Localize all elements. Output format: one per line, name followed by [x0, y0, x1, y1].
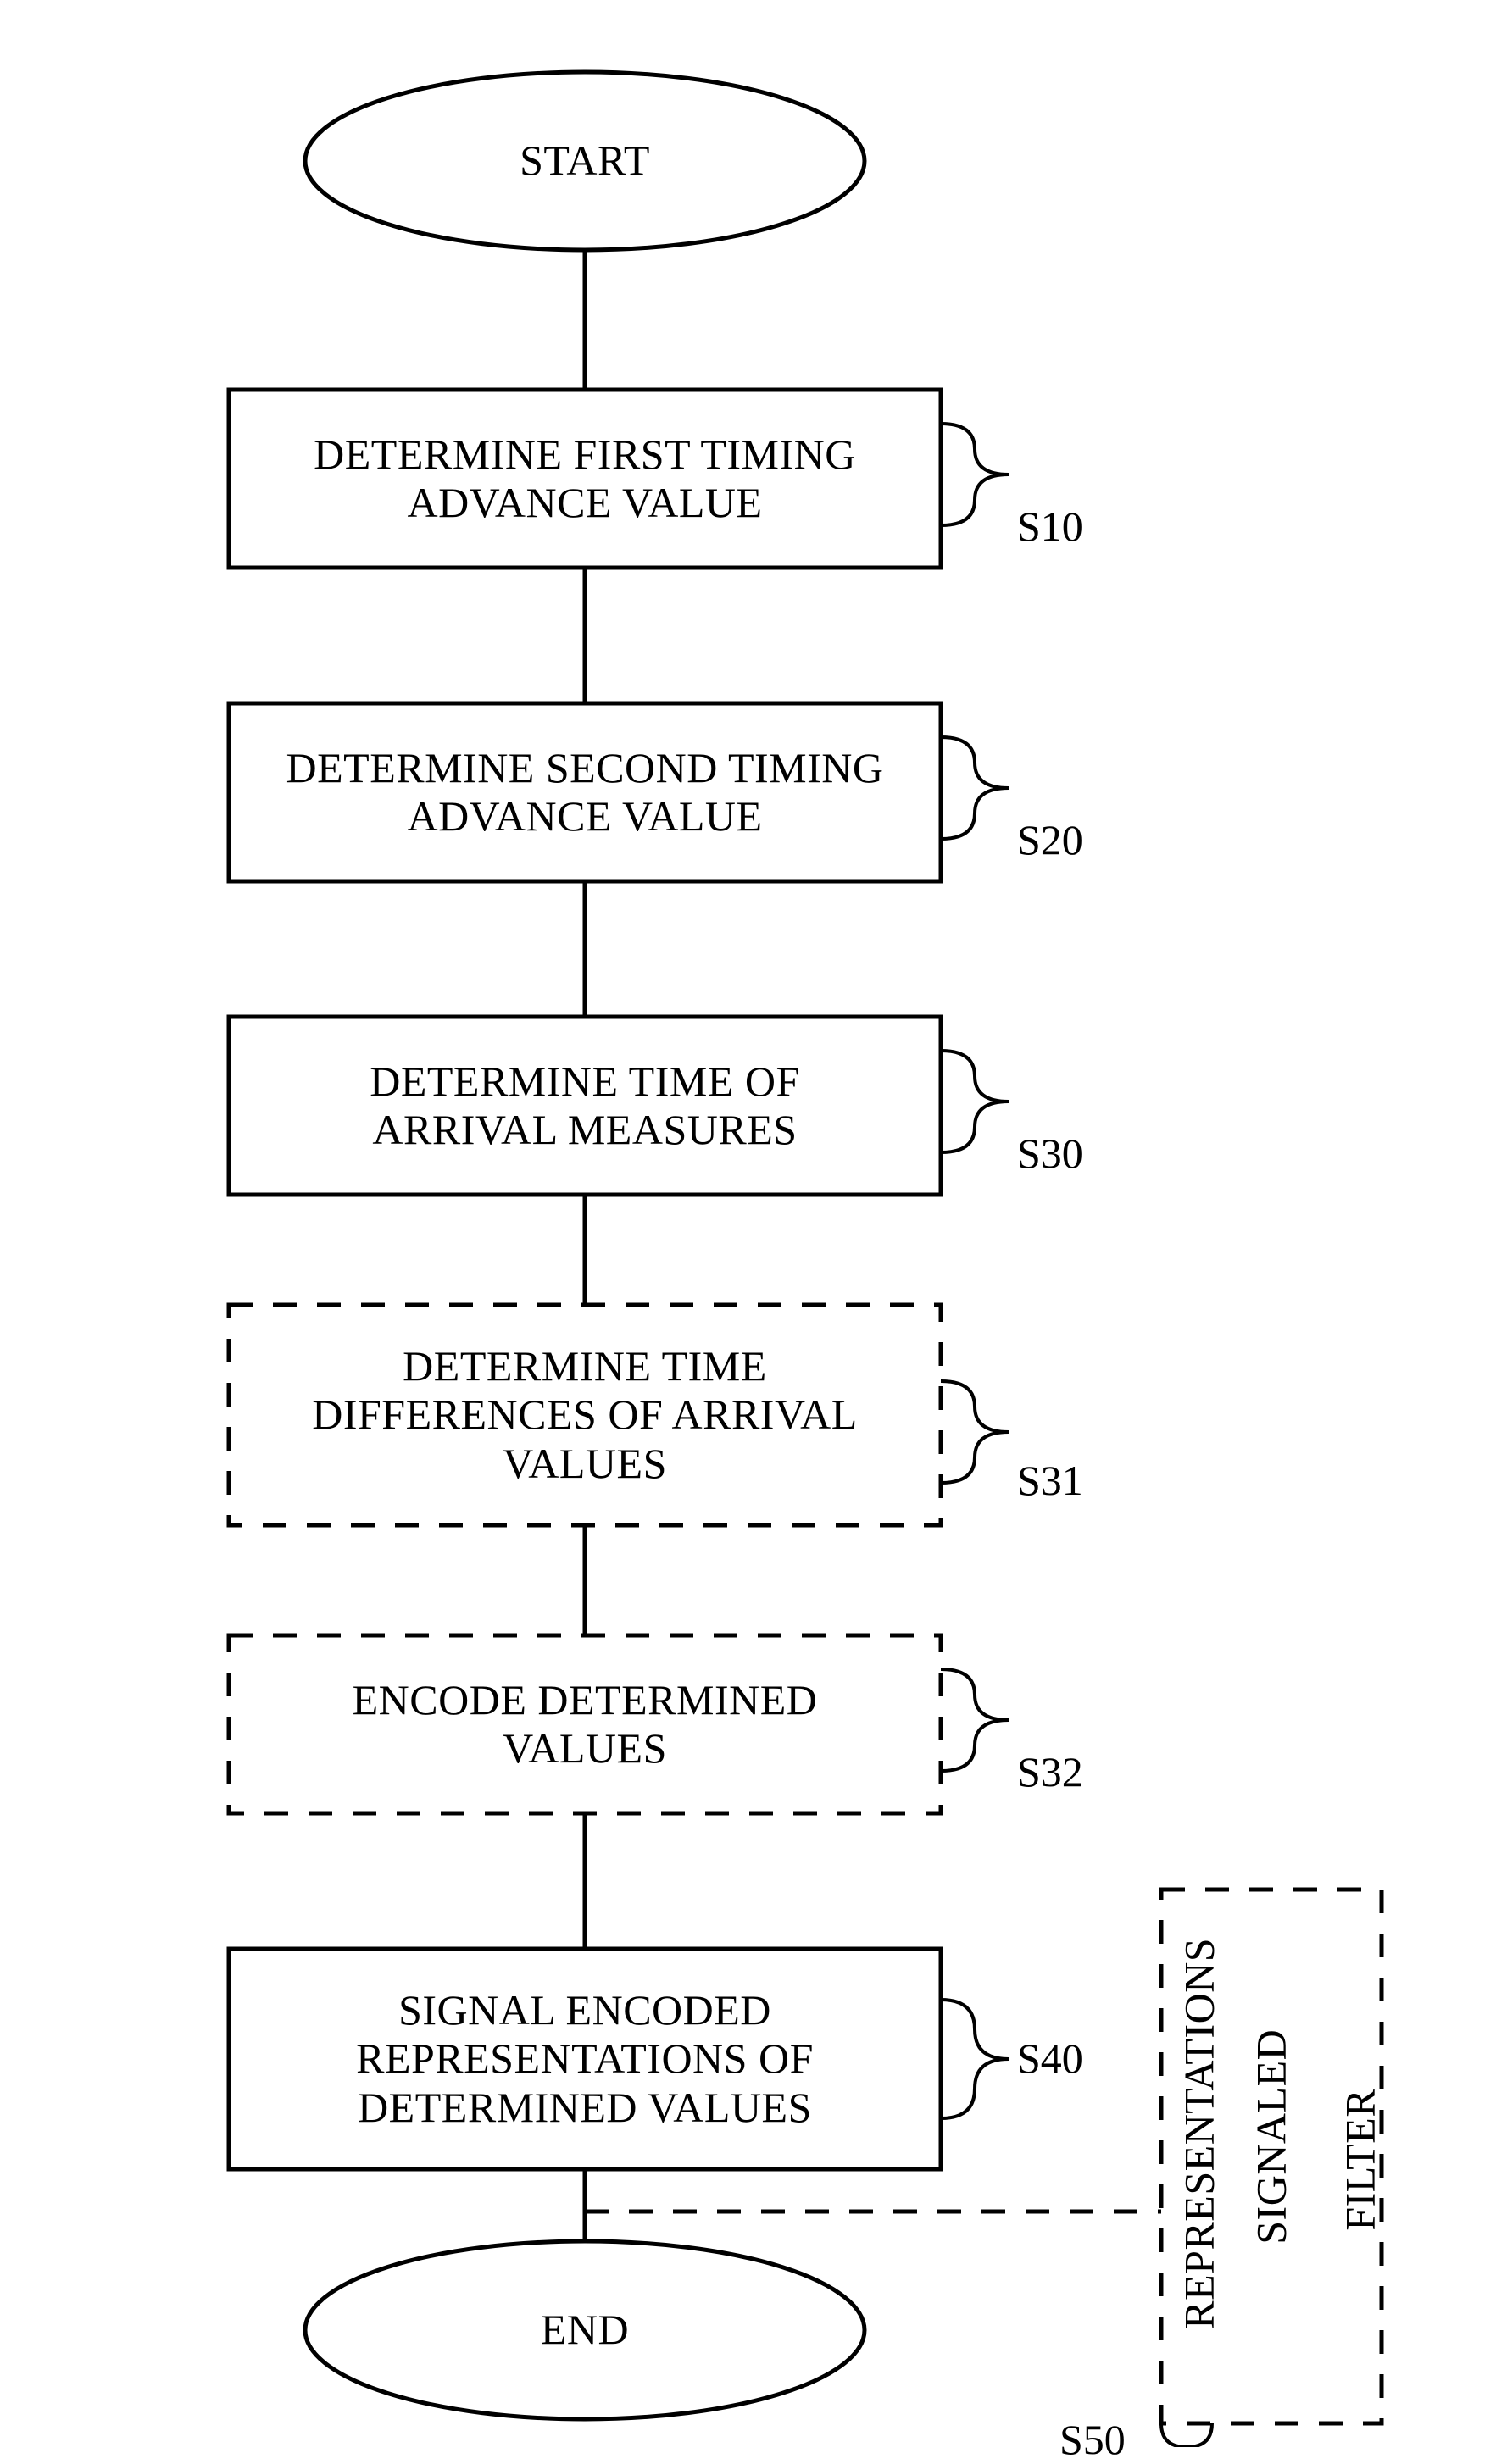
s40-label: SIGNAL ENCODED REPRESENTATIONS OF DETERM… [229, 1949, 941, 2169]
s10-line2: ADVANCE VALUE [407, 479, 762, 528]
s30-label: DETERMINE TIME OF ARRIVAL MEASURES [229, 1017, 941, 1195]
s40-line3: DETERMINED VALUES [358, 2084, 812, 2133]
s31-line2: DIFFERENCES OF ARRIVAL [312, 1390, 858, 1440]
start-text: START [520, 136, 650, 186]
tag-connector-s40 [941, 2000, 1009, 2118]
s32-tag: S32 [1017, 1747, 1083, 1796]
s40-line2: REPRESENTATIONS OF [356, 2034, 814, 2084]
s31-label: DETERMINE TIME DIFFERENCES OF ARRIVAL VA… [229, 1305, 941, 1525]
tag-connector-s10 [941, 424, 1009, 525]
end-text: END [541, 2306, 629, 2355]
s31-line1: DETERMINE TIME [403, 1342, 767, 1391]
s20-tag: S20 [1017, 815, 1083, 864]
s30-line1: DETERMINE TIME OF [370, 1057, 800, 1107]
tag-connector-s20 [941, 737, 1009, 839]
s50-line3: REPRESENTATIONS [1175, 1990, 1224, 2329]
s50-line1: FILTER [1336, 2075, 1385, 2245]
s10-line1: DETERMINE FIRST TIMING [314, 430, 856, 480]
tag-connector-s32 [941, 1669, 1009, 1771]
s31-tag: S31 [1017, 1456, 1083, 1505]
s20-line2: ADVANCE VALUE [407, 792, 762, 841]
s10-label: DETERMINE FIRST TIMING ADVANCE VALUE [229, 390, 941, 568]
s31-line3: VALUES [503, 1440, 667, 1489]
s20-label: DETERMINE SECOND TIMING ADVANCE VALUE [229, 703, 941, 881]
s32-line2: VALUES [503, 1724, 667, 1773]
s40-tag: S40 [1017, 2034, 1083, 2083]
s50-line2: SIGNALED [1247, 2075, 1296, 2245]
tag-connector-s30 [941, 1051, 1009, 1152]
s10-tag: S10 [1017, 502, 1083, 551]
start-label: START [305, 114, 865, 208]
s30-tag: S30 [1017, 1129, 1083, 1178]
s32-line1: ENCODE DETERMINED [353, 1676, 818, 1725]
s20-line1: DETERMINE SECOND TIMING [286, 744, 884, 793]
s32-label: ENCODE DETERMINED VALUES [229, 1635, 941, 1813]
tag-connector-s31 [941, 1381, 1009, 1483]
s40-line1: SIGNAL ENCODED [398, 1986, 771, 2035]
s30-line2: ARRIVAL MEASURES [372, 1106, 797, 1155]
s50-tag: S50 [1059, 2415, 1126, 2464]
end-label: END [305, 2284, 865, 2377]
tag-connector-s50 [1161, 2423, 1212, 2447]
